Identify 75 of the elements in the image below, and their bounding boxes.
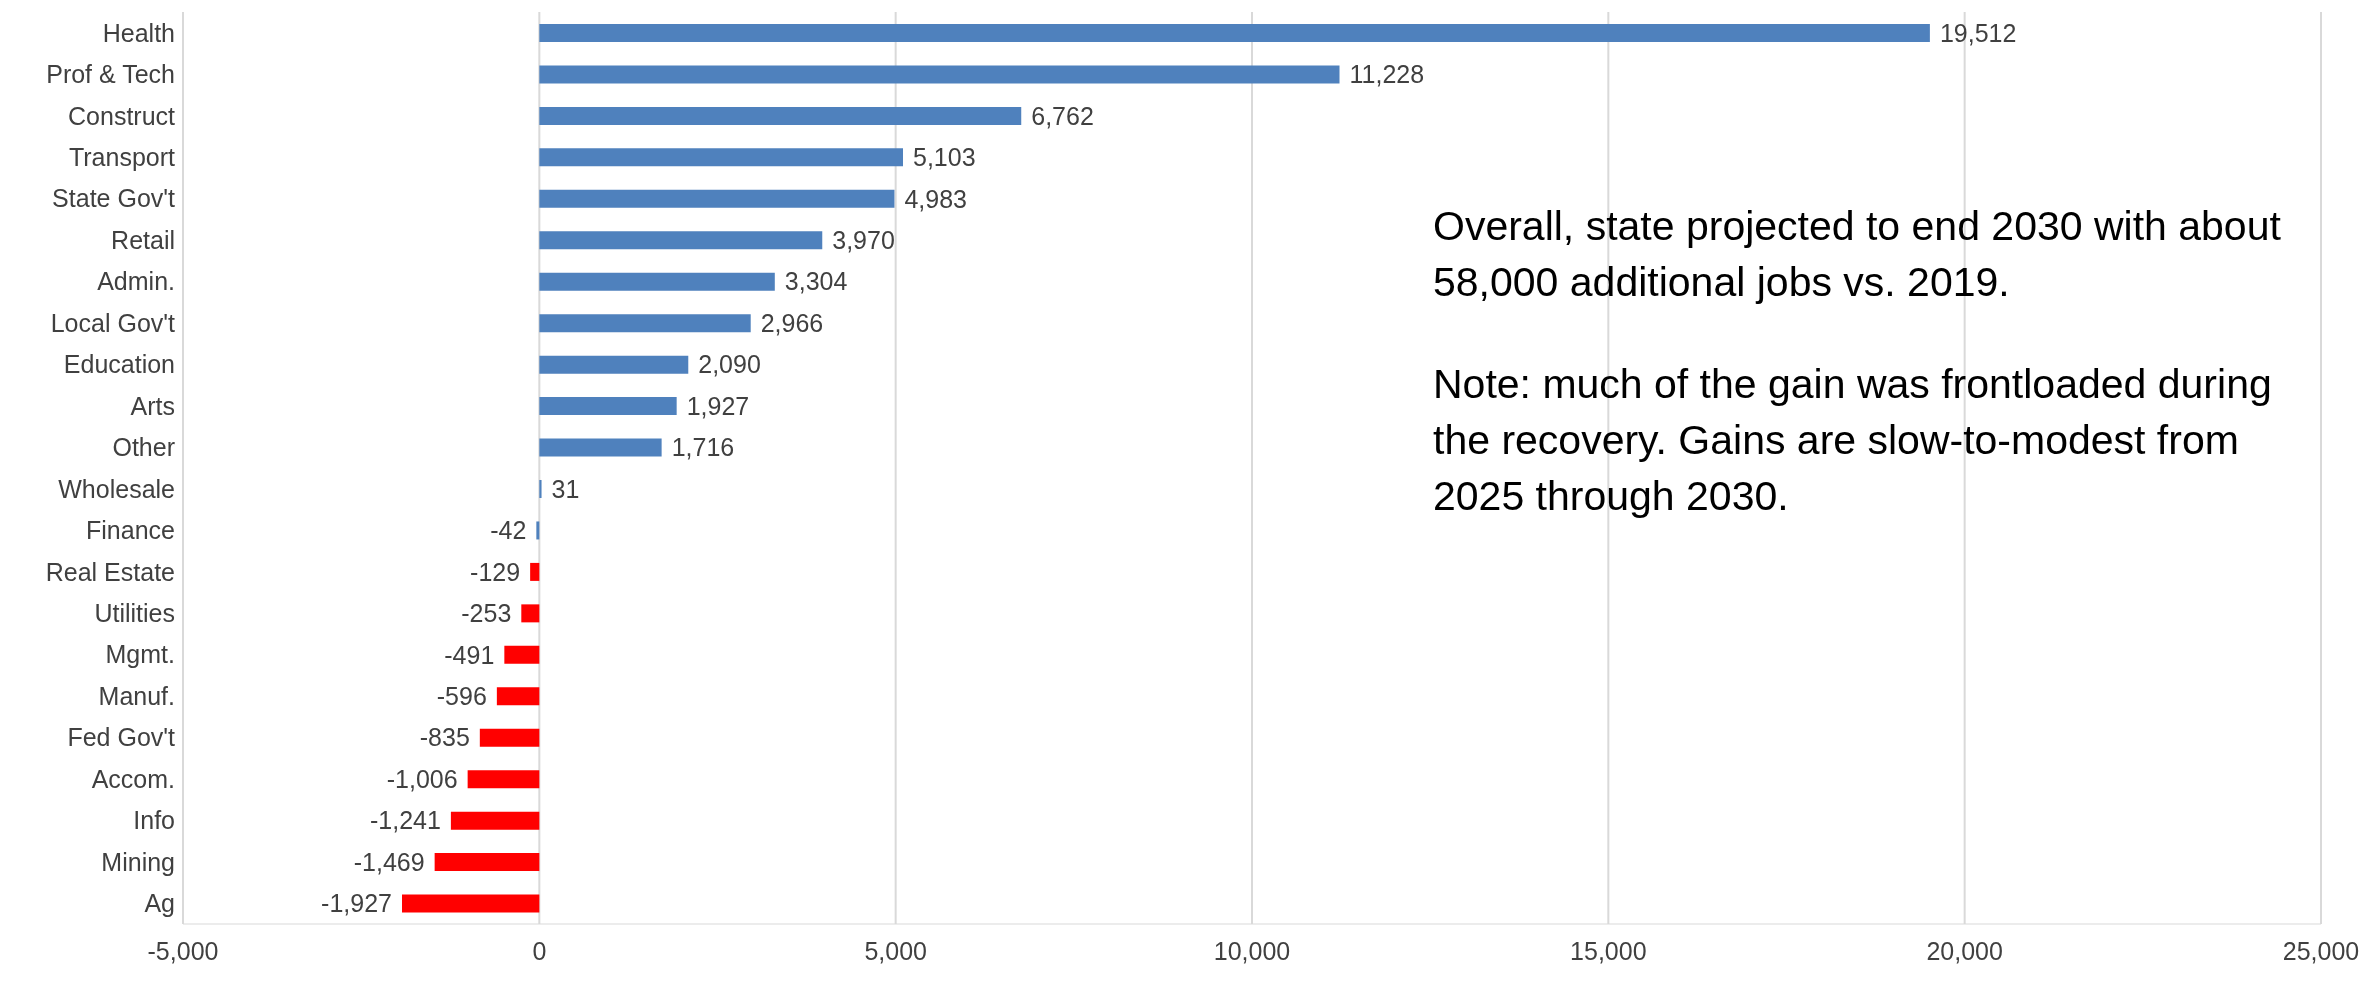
y-tick-label: Manuf.: [98, 681, 175, 710]
y-tick-label: Retail: [111, 225, 175, 254]
y-tick-label: Other: [112, 433, 175, 462]
data-label: -596: [436, 682, 487, 711]
y-tick-label: Admin.: [97, 267, 175, 296]
data-label: -42: [490, 516, 527, 545]
x-tick-label: 20,000: [1926, 936, 2003, 965]
y-tick-label: Finance: [86, 516, 175, 545]
bar: [539, 189, 895, 208]
bar: [450, 811, 540, 830]
y-tick-label: Utilities: [94, 598, 175, 627]
y-tick-label: State Gov't: [52, 184, 176, 213]
bar: [539, 438, 662, 457]
x-tick-label: 10,000: [1213, 936, 1291, 965]
data-label: 31: [551, 474, 580, 503]
bar: [539, 231, 823, 250]
bar: [539, 397, 677, 416]
data-label: 1,716: [671, 433, 735, 462]
x-tick-label: 15,000: [1570, 936, 1647, 965]
bar: [539, 24, 1930, 42]
bar: [539, 148, 904, 167]
data-label: 1,927: [686, 391, 750, 420]
data-label: 11,228: [1349, 60, 1425, 89]
data-label: -129: [470, 557, 521, 586]
y-tick-label: Education: [63, 350, 175, 379]
y-tick-label: Wholesale: [58, 474, 175, 503]
data-label: 2,090: [698, 350, 761, 379]
y-tick-label: Local Gov't: [50, 308, 176, 337]
bar: [539, 480, 542, 498]
data-label: -1,006: [386, 764, 458, 793]
x-tick-label: 5,000: [864, 936, 927, 965]
data-label: -491: [444, 640, 495, 669]
y-tick-label: Ag: [144, 889, 175, 918]
data-label: -835: [419, 723, 470, 752]
y-tick-label: Real Estate: [45, 557, 175, 586]
data-label: 3,970: [832, 226, 895, 255]
data-label: -1,469: [353, 847, 425, 876]
bar: [467, 770, 540, 789]
bar: [530, 562, 540, 581]
bar: [536, 521, 540, 540]
bar: [496, 687, 540, 706]
bar: [402, 894, 540, 913]
bar: [521, 604, 540, 623]
annotation: Note: much of the gain was frontloaded during the recovery. Gains are slow-to-modest from 2025 through 2030.: [1433, 360, 2273, 521]
bar: [434, 853, 540, 872]
data-label: 5,103: [913, 143, 976, 172]
bar: [539, 272, 775, 291]
data-label: 6,762: [1031, 101, 1094, 130]
y-tick-label: Mgmt.: [105, 640, 175, 669]
bar: [539, 355, 689, 374]
y-tick-label: Info: [133, 806, 175, 835]
bar: [504, 645, 540, 664]
bar: [539, 106, 1022, 125]
y-tick-label: Health: [102, 18, 175, 47]
data-label: 3,304: [784, 267, 848, 296]
bar: [539, 314, 751, 333]
data-label: 19,512: [1939, 18, 2017, 47]
y-tick-label: Transport: [68, 142, 176, 171]
y-tick-label: Construct: [68, 101, 176, 130]
y-tick-label: Fed Gov't: [67, 723, 176, 752]
bar: [479, 728, 540, 747]
data-label: 2,966: [760, 308, 824, 337]
y-tick-label: Arts: [130, 391, 175, 420]
data-label: -253: [461, 599, 512, 628]
x-tick-label: 25,000: [2282, 936, 2360, 965]
data-label: -1,241: [370, 806, 441, 835]
data-label: -1,927: [321, 889, 392, 918]
data-label: 4,983: [904, 184, 968, 213]
bar: [539, 65, 1340, 84]
y-tick-label: Prof & Tech: [46, 60, 175, 89]
x-tick-label: 0: [532, 936, 547, 965]
y-tick-label: Mining: [101, 847, 175, 876]
y-tick-label: Accom.: [91, 764, 175, 793]
annotation: Overall, state projected to end 2030 with about 58,000 additional jobs vs. 2019.: [1433, 202, 2282, 307]
x-tick-label: -5,000: [147, 936, 219, 965]
